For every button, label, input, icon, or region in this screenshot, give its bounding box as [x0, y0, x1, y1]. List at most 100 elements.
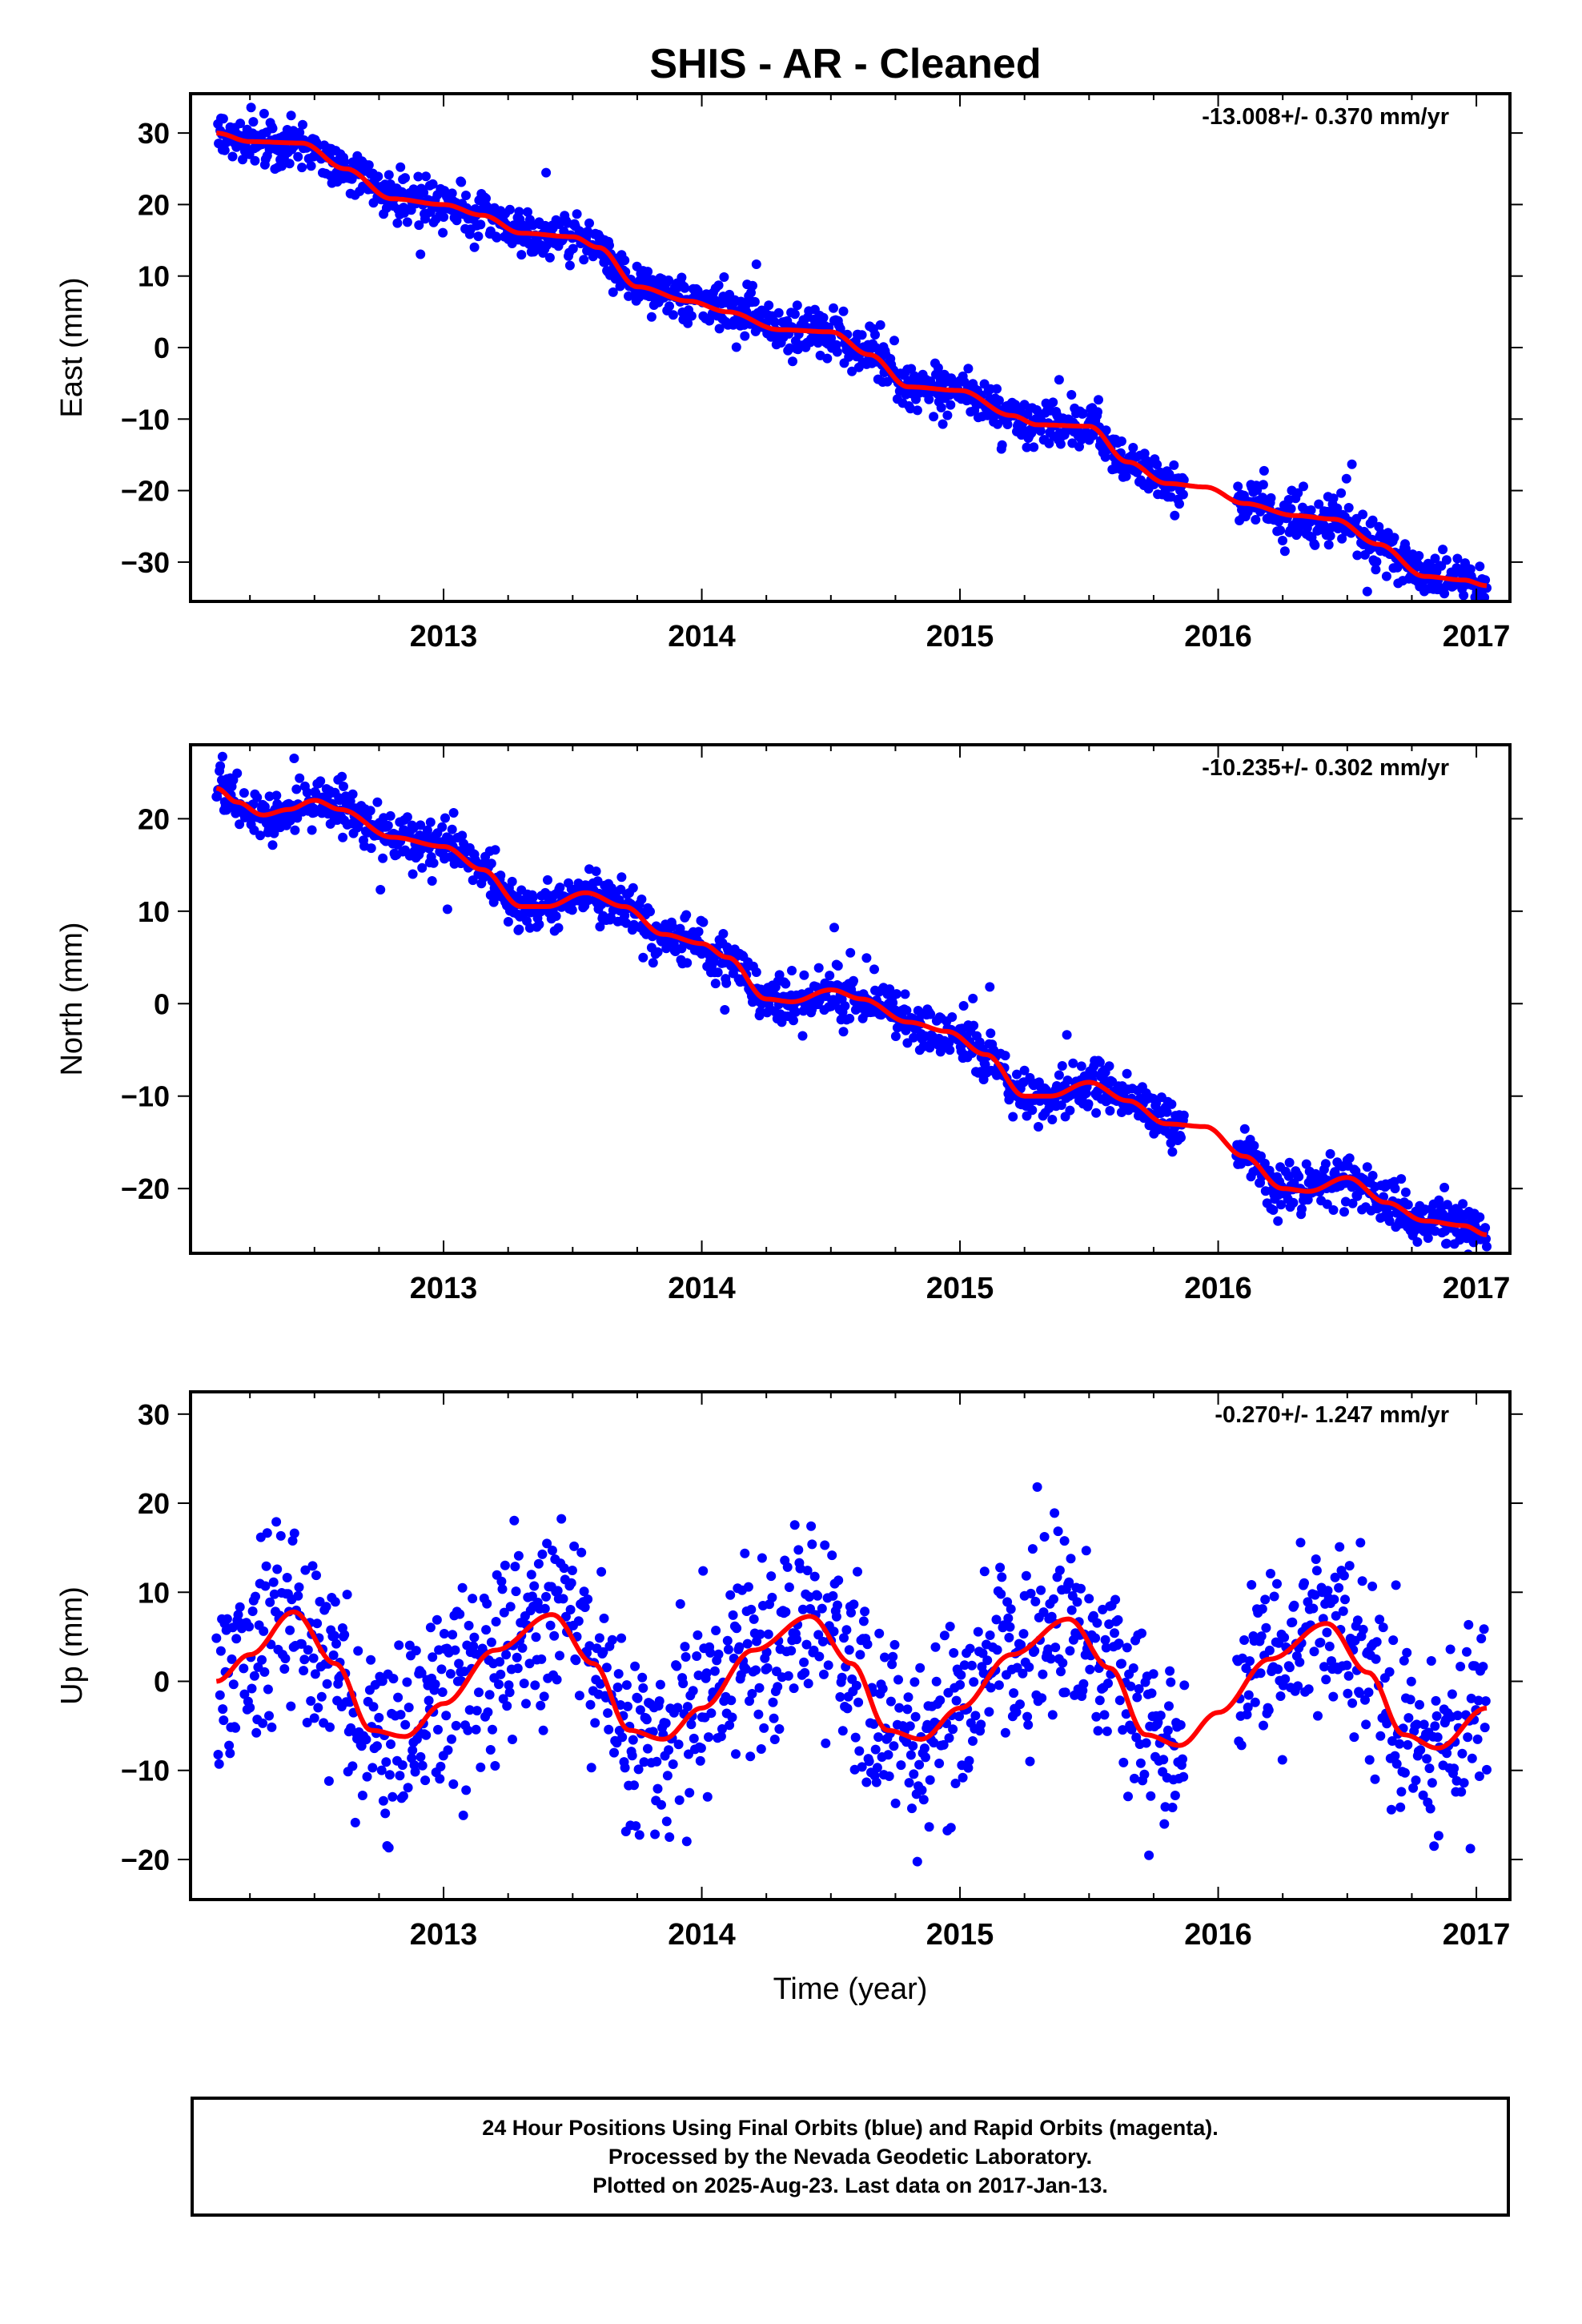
data-point: [751, 259, 761, 269]
data-point: [665, 1832, 675, 1842]
data-point: [954, 1711, 964, 1722]
data-point: [1441, 607, 1451, 617]
data-point: [743, 1582, 753, 1592]
data-point: [1355, 1538, 1366, 1548]
data-point: [1286, 504, 1296, 514]
data-point: [742, 1638, 753, 1649]
data-point: [661, 1816, 672, 1827]
data-point: [1084, 1594, 1094, 1604]
data-point: [219, 1715, 229, 1726]
data-point: [710, 979, 721, 989]
data-point: [330, 1597, 340, 1607]
y-tick-label: −10: [121, 1080, 170, 1113]
data-point: [1049, 1594, 1058, 1604]
data-point: [1287, 1617, 1298, 1627]
data-point: [338, 832, 348, 842]
data-point: [1405, 1695, 1415, 1705]
data-point: [239, 1663, 249, 1674]
data-point: [837, 1672, 847, 1683]
data-point: [1076, 1061, 1086, 1072]
data-point: [583, 1594, 593, 1604]
y-tick-label: −10: [121, 403, 170, 436]
data-point: [1019, 1065, 1030, 1076]
data-point: [1289, 1600, 1299, 1610]
data-point: [1391, 1759, 1402, 1769]
data-point: [1162, 1107, 1172, 1117]
data-point: [621, 1680, 632, 1691]
data-point: [239, 788, 249, 798]
data-point: [1088, 1068, 1098, 1079]
data-point: [298, 119, 307, 130]
data-point: [1050, 1642, 1061, 1653]
data-point: [325, 1722, 335, 1732]
data-point: [1284, 1157, 1295, 1168]
data-point: [869, 964, 879, 975]
data-point: [792, 1634, 801, 1645]
data-point: [1114, 1695, 1125, 1706]
data-point: [860, 1606, 870, 1617]
data-point: [1043, 1644, 1054, 1655]
data-point: [827, 1550, 837, 1561]
data-point: [835, 1692, 845, 1702]
data-point: [1135, 1758, 1146, 1768]
data-point: [874, 1628, 885, 1638]
data-point: [885, 1696, 896, 1707]
data-point: [447, 188, 457, 199]
data-point: [1243, 1690, 1254, 1700]
data-point: [264, 791, 275, 802]
data-point: [1295, 1657, 1305, 1667]
data-point: [1352, 550, 1363, 561]
data-point: [289, 1528, 299, 1538]
data-point: [251, 1727, 262, 1738]
data-point: [251, 1591, 260, 1602]
data-point: [1243, 1703, 1253, 1712]
data-point: [768, 1697, 778, 1707]
data-point: [402, 812, 412, 822]
data-point: [1179, 1680, 1190, 1691]
data-point: [1433, 1831, 1443, 1841]
data-point: [524, 1659, 535, 1669]
data-point: [630, 1661, 640, 1671]
data-point: [1037, 1693, 1047, 1703]
data-point: [219, 145, 230, 155]
data-point: [271, 790, 282, 801]
data-point: [386, 1739, 396, 1749]
data-point: [1022, 1711, 1033, 1722]
data-point: [531, 1632, 541, 1642]
data-point: [1476, 1634, 1487, 1644]
data-point: [417, 1760, 428, 1771]
data-point: [976, 1719, 986, 1730]
y-axis-label: North (mm): [55, 922, 89, 1076]
data-point: [1252, 485, 1263, 495]
data-point: [496, 1576, 507, 1586]
data-point: [1299, 1578, 1309, 1588]
data-point: [376, 1765, 387, 1775]
data-point: [1283, 1171, 1294, 1181]
data-point: [1375, 1614, 1385, 1625]
data-point: [1110, 1628, 1119, 1638]
data-point: [902, 1704, 913, 1715]
data-point: [844, 1645, 854, 1655]
data-point: [474, 1687, 484, 1698]
data-point: [951, 1695, 962, 1706]
data-point: [412, 1734, 422, 1744]
data-point: [1396, 1787, 1407, 1797]
data-point: [1367, 1171, 1378, 1180]
data-point: [1165, 1666, 1175, 1676]
data-point: [1403, 1713, 1414, 1723]
panel-2: 2013 2014 2015 2016 2017 20 10 0 −10 −20 North (mm…: [55, 743, 1523, 1305]
data-point: [567, 1566, 577, 1575]
data-point: [1389, 533, 1399, 543]
data-point: [1247, 1580, 1257, 1590]
data-point: [875, 320, 885, 330]
data-point: [432, 1614, 442, 1625]
data-point: [519, 1679, 529, 1689]
data-point: [1174, 499, 1184, 509]
data-point: [549, 1630, 560, 1641]
data-point: [890, 1031, 901, 1041]
data-point: [996, 1589, 1006, 1599]
data-point: [1351, 1166, 1361, 1176]
data-point: [864, 1756, 874, 1767]
data-point: [1054, 1070, 1064, 1080]
data-point: [259, 1626, 269, 1636]
